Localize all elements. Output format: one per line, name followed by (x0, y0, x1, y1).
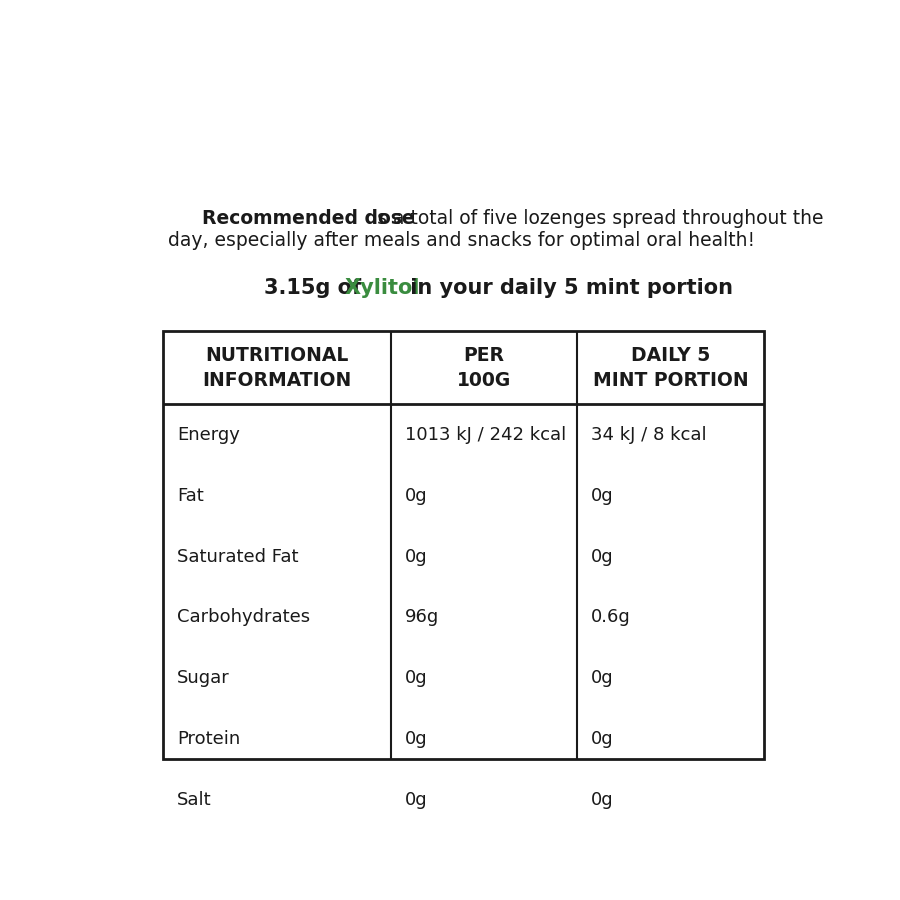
Text: Recommended dose: Recommended dose (202, 209, 414, 228)
Text: 0g: 0g (591, 487, 614, 505)
Text: day, especially after meals and snacks for optimal oral health!: day, especially after meals and snacks f… (167, 231, 755, 250)
Text: DAILY 5
MINT PORTION: DAILY 5 MINT PORTION (592, 346, 748, 390)
Text: Salt: Salt (176, 791, 212, 809)
Text: PER
100G: PER 100G (457, 346, 511, 390)
Text: 0g: 0g (405, 547, 428, 565)
Text: Fat: Fat (176, 487, 203, 505)
Text: Protein: Protein (176, 730, 240, 748)
Text: in your daily 5 mint portion: in your daily 5 mint portion (403, 278, 734, 298)
Text: 0g: 0g (591, 670, 614, 688)
Text: 0.6g: 0.6g (591, 608, 631, 626)
Text: Sugar: Sugar (176, 670, 230, 688)
Text: 0g: 0g (591, 547, 614, 565)
Text: Carbohydrates: Carbohydrates (176, 608, 310, 626)
Text: NUTRITIONAL
INFORMATION: NUTRITIONAL INFORMATION (202, 346, 352, 390)
Text: 0g: 0g (405, 670, 428, 688)
Text: 0g: 0g (405, 791, 428, 809)
Text: 0g: 0g (405, 487, 428, 505)
Text: 0g: 0g (591, 791, 614, 809)
Bar (163, 331, 763, 759)
Text: is a total of five lozenges spread throughout the: is a total of five lozenges spread throu… (366, 209, 824, 228)
Text: Xylitol: Xylitol (345, 278, 420, 298)
Text: 0g: 0g (591, 730, 614, 748)
Text: 3.15g of: 3.15g of (264, 278, 368, 298)
Text: Energy: Energy (176, 426, 239, 444)
Text: Saturated Fat: Saturated Fat (176, 547, 298, 565)
Text: 1013 kJ / 242 kcal: 1013 kJ / 242 kcal (405, 426, 566, 444)
Text: 34 kJ / 8 kcal: 34 kJ / 8 kcal (591, 426, 707, 444)
Text: 96g: 96g (405, 608, 439, 626)
Text: 0g: 0g (405, 730, 428, 748)
